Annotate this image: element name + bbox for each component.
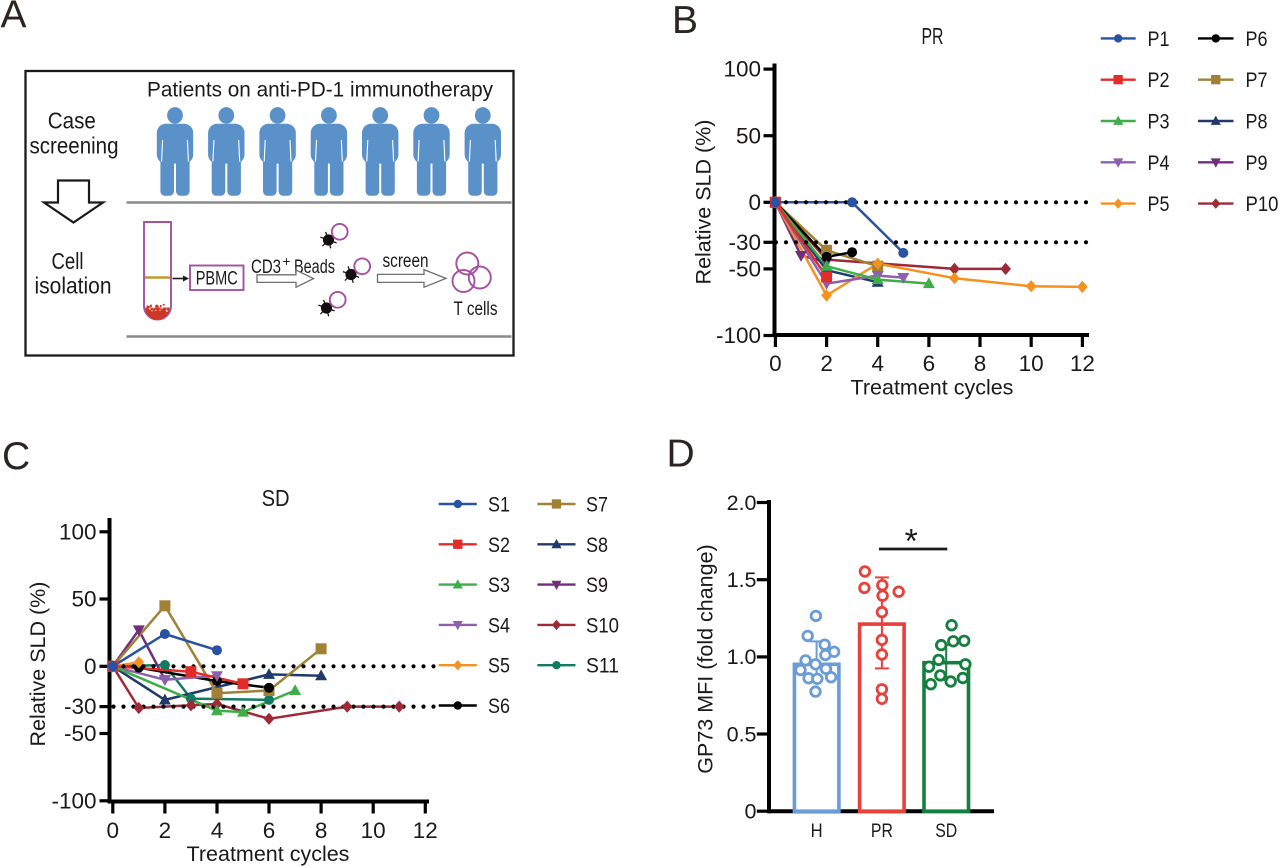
svg-text:Case: Case xyxy=(48,108,96,134)
svg-text:S3: S3 xyxy=(488,573,510,597)
svg-text:0.5: 0.5 xyxy=(727,722,757,746)
svg-text:10: 10 xyxy=(1019,351,1044,376)
svg-text:Treatment cycles: Treatment cycles xyxy=(851,376,1014,400)
svg-text:50: 50 xyxy=(736,123,761,148)
svg-text:screening: screening xyxy=(30,133,119,159)
svg-text:8: 8 xyxy=(974,351,987,376)
svg-text:SD: SD xyxy=(935,820,957,842)
svg-text:S6: S6 xyxy=(488,694,510,718)
svg-text:S1: S1 xyxy=(488,493,510,517)
svg-text:P9: P9 xyxy=(1246,151,1268,175)
svg-text:0: 0 xyxy=(84,654,97,679)
svg-text:S5: S5 xyxy=(488,654,510,678)
svg-text:S8: S8 xyxy=(586,533,608,557)
svg-text:PR: PR xyxy=(922,23,944,49)
svg-text:C: C xyxy=(2,435,30,478)
svg-text:+: + xyxy=(283,254,291,269)
svg-text:-30: -30 xyxy=(64,694,97,719)
svg-text:1.5: 1.5 xyxy=(727,568,757,592)
svg-text:100: 100 xyxy=(59,519,97,544)
svg-text:0: 0 xyxy=(769,351,782,376)
svg-text:0: 0 xyxy=(107,818,120,843)
svg-text:P10: P10 xyxy=(1246,192,1279,216)
svg-text:S7: S7 xyxy=(586,493,608,517)
svg-text:2.0: 2.0 xyxy=(727,491,757,515)
svg-text:P7: P7 xyxy=(1246,68,1268,92)
svg-text:PR: PR xyxy=(871,820,893,842)
svg-text:-50: -50 xyxy=(728,257,761,282)
svg-text:2: 2 xyxy=(820,351,833,376)
svg-text:0: 0 xyxy=(748,190,761,215)
svg-text:P1: P1 xyxy=(1148,27,1170,51)
svg-text:0: 0 xyxy=(745,800,757,824)
svg-text:S10: S10 xyxy=(586,613,619,637)
svg-text:S4: S4 xyxy=(488,613,510,637)
svg-text:S11: S11 xyxy=(586,654,619,678)
svg-text:P8: P8 xyxy=(1246,110,1268,134)
svg-text:2: 2 xyxy=(159,818,172,843)
svg-text:SD: SD xyxy=(262,485,290,511)
svg-text:Relative SLD (%): Relative SLD (%) xyxy=(692,120,716,285)
svg-text:6: 6 xyxy=(923,351,936,376)
svg-text:10: 10 xyxy=(361,818,386,843)
svg-text:isolation: isolation xyxy=(35,273,112,299)
svg-text:S9: S9 xyxy=(586,573,608,597)
svg-text:P6: P6 xyxy=(1246,27,1268,51)
svg-text:S2: S2 xyxy=(488,533,510,557)
svg-text:H: H xyxy=(811,820,823,842)
svg-text:CD3: CD3 xyxy=(251,256,281,278)
svg-text:100: 100 xyxy=(723,57,761,82)
svg-text:4: 4 xyxy=(871,351,884,376)
svg-text:Beads: Beads xyxy=(294,256,335,278)
svg-text:-100: -100 xyxy=(716,323,761,348)
svg-text:P4: P4 xyxy=(1148,151,1170,175)
svg-text:P2: P2 xyxy=(1148,68,1170,92)
svg-text:8: 8 xyxy=(315,818,328,843)
svg-text:Cell: Cell xyxy=(52,248,84,274)
svg-text:12: 12 xyxy=(413,818,438,843)
svg-text:-30: -30 xyxy=(728,230,761,255)
svg-text:T cells: T cells xyxy=(454,298,498,320)
svg-text:A: A xyxy=(1,0,27,37)
svg-text:B: B xyxy=(672,0,698,42)
svg-text:-100: -100 xyxy=(51,788,96,813)
svg-text:*: * xyxy=(905,523,918,561)
svg-text:Patients on anti-PD-1 immunoth: Patients on anti-PD-1 immunotherapy xyxy=(147,78,493,102)
svg-text:-50: -50 xyxy=(64,721,97,746)
svg-text:50: 50 xyxy=(71,587,96,612)
svg-text:4: 4 xyxy=(211,818,224,843)
svg-text:P5: P5 xyxy=(1148,192,1170,216)
svg-text:GP73 MFI (fold change): GP73 MFI (fold change) xyxy=(694,544,718,773)
svg-text:Relative SLD (%): Relative SLD (%) xyxy=(26,582,50,747)
svg-text:PBMC: PBMC xyxy=(196,268,238,290)
svg-text:D: D xyxy=(667,433,695,476)
svg-text:screen: screen xyxy=(383,250,429,272)
svg-text:12: 12 xyxy=(1070,351,1095,376)
svg-text:P3: P3 xyxy=(1148,110,1170,134)
svg-text:1.0: 1.0 xyxy=(727,645,757,669)
svg-text:6: 6 xyxy=(263,818,276,843)
svg-text:Treatment cycles: Treatment cycles xyxy=(187,842,350,866)
